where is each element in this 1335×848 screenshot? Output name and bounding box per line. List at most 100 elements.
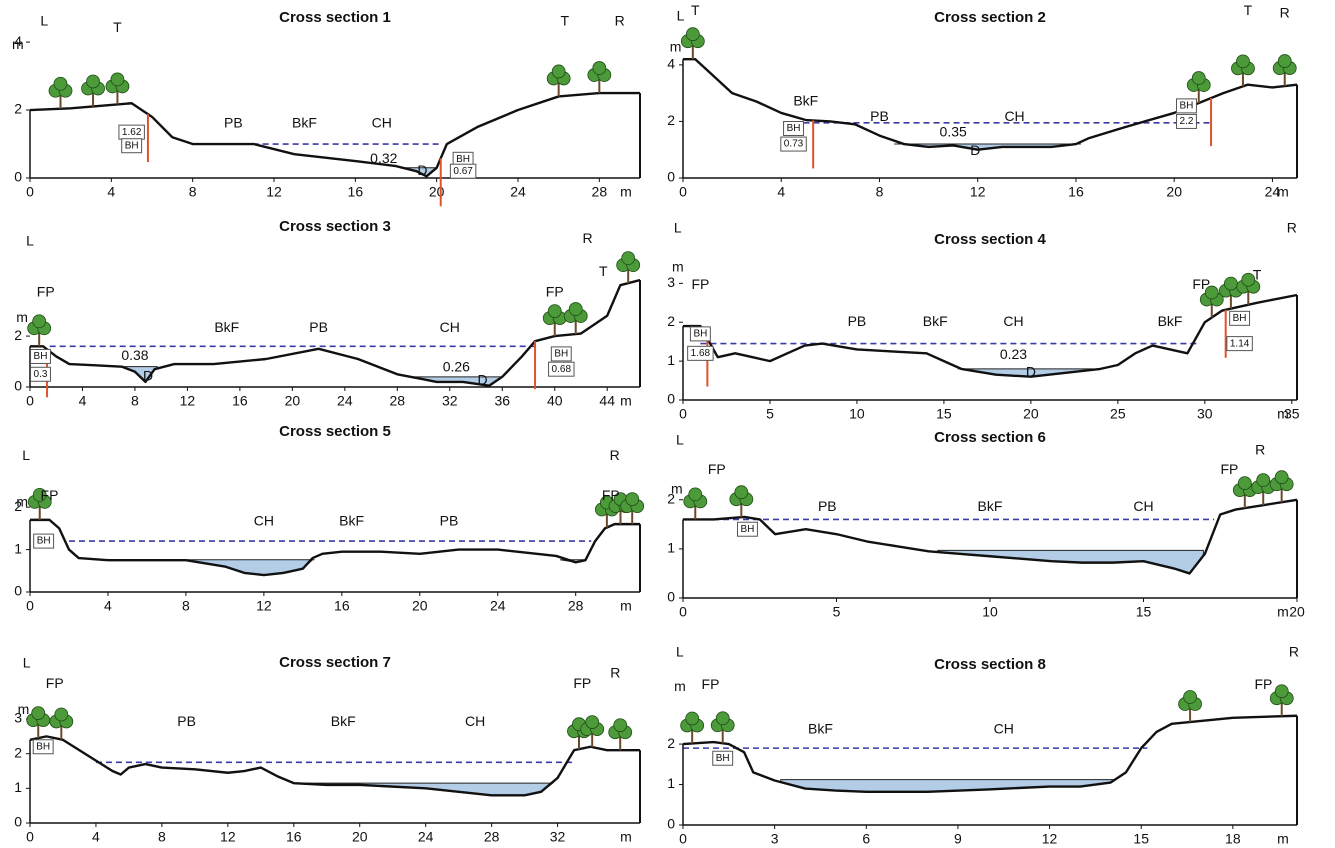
annotation: R — [1255, 441, 1265, 457]
x-tick-label: 8 — [182, 598, 190, 614]
x-tick-label: 5 — [766, 406, 774, 422]
y-tick-label: 1 — [14, 540, 22, 556]
x-tick-label: 15 — [936, 406, 952, 422]
y-tick-label: 2 — [667, 490, 675, 506]
y-tick-label: 2 — [667, 313, 675, 329]
tree-crown — [551, 64, 566, 79]
annotation: T — [560, 12, 569, 28]
x-tick-label: 4 — [104, 598, 112, 614]
x-unit: m — [620, 829, 632, 845]
y-tick-label: 2 — [667, 112, 675, 128]
annotation: BkF — [793, 92, 818, 108]
tree-crown — [625, 492, 640, 507]
x-tick-label: 12 — [220, 829, 236, 845]
x-tick-label: 15 — [1133, 831, 1149, 847]
panel-title: Cross section 2 — [934, 9, 1046, 26]
x-tick-label: 25 — [1110, 406, 1126, 422]
annotation: T — [1253, 266, 1262, 282]
annotation: FP — [691, 276, 709, 292]
tree-crown — [585, 715, 600, 730]
x-tick-label: 9 — [954, 831, 962, 847]
y-tick-label: 0 — [667, 391, 675, 407]
x-tick-label: 24 — [1265, 184, 1281, 200]
annotation: BkF — [214, 319, 239, 335]
annotation: R — [1287, 220, 1297, 236]
y-tick-label: 3 — [14, 710, 22, 726]
annotation: BkF — [978, 498, 1003, 514]
ground-profile — [683, 498, 1298, 575]
x-tick-label: 20 — [1166, 184, 1182, 200]
annotation: PB — [848, 313, 867, 329]
annotation: CH — [1133, 498, 1153, 514]
label-box — [1226, 336, 1253, 352]
tree-crown — [547, 304, 562, 318]
tree-crown — [715, 711, 730, 726]
x-tick-label: 0 — [679, 604, 687, 620]
annotation: CH — [1004, 108, 1024, 124]
annotation: FP — [1254, 676, 1272, 692]
boxed-label: BH — [1180, 101, 1194, 112]
annotation: PB — [818, 498, 837, 514]
panel-title: Cross section 4 — [934, 231, 1046, 248]
tree-crown — [1241, 272, 1256, 287]
annotation: BkF — [331, 713, 356, 729]
x-unit: m — [1277, 406, 1289, 422]
x-tick-label: 0 — [26, 184, 34, 200]
label-box — [121, 138, 143, 154]
annotation: BkF — [292, 114, 317, 130]
x-tick-label: 0 — [26, 829, 34, 845]
ground-profile — [683, 293, 1298, 378]
tree-crown — [53, 76, 68, 91]
label-box — [780, 136, 807, 152]
x-tick-label: 8 — [189, 184, 197, 200]
ground-profile — [683, 58, 1298, 151]
annotation: FP — [41, 487, 59, 503]
x-unit: m — [1277, 604, 1289, 620]
annotation: BkF — [1158, 313, 1183, 329]
annotation: m — [16, 494, 28, 510]
tree-crown — [1191, 71, 1206, 85]
panel-title: Cross section 7 — [279, 654, 391, 671]
ground-profile — [29, 735, 640, 797]
x-tick-label: 32 — [550, 829, 566, 845]
panel-title: Cross section 1 — [279, 9, 391, 26]
annotation: 0.23 — [1000, 346, 1027, 362]
tree-crown — [734, 485, 749, 500]
boxed-label: 1.14 — [1230, 338, 1250, 349]
y-tick-label: 4 — [667, 56, 675, 72]
annotation: T — [691, 2, 700, 18]
x-tick-label: 16 — [1068, 184, 1084, 200]
x-tick-label: 24 — [510, 184, 526, 200]
ground-profile — [30, 278, 641, 387]
x-tick-label: 35 — [1284, 406, 1300, 422]
annotation: PB — [309, 319, 328, 335]
annotation: m — [670, 39, 682, 55]
tree-crown — [1274, 470, 1289, 485]
annotation: 0.32 — [370, 150, 397, 166]
label-box — [30, 348, 51, 364]
y-tick-label: 0 — [14, 814, 22, 830]
x-tick-label: 28 — [484, 829, 500, 845]
annotation: FP — [1221, 461, 1239, 477]
annotation: FP — [1192, 276, 1210, 292]
tree-crown — [688, 487, 703, 502]
x-tick-label: 12 — [180, 393, 196, 409]
y-tick-label: 1 — [667, 540, 675, 556]
annotation: m — [16, 309, 28, 325]
tree-crown — [1237, 476, 1252, 491]
y-tick-label: 3 — [667, 274, 675, 290]
x-tick-label: 0 — [26, 393, 34, 409]
tree-crown — [110, 72, 125, 87]
ground-profile — [30, 518, 640, 577]
x-tick-label: 4 — [107, 184, 115, 200]
tree-crown — [568, 302, 583, 316]
x-unit: m — [1277, 831, 1289, 847]
cross-section: Cross section 3 0 4 8 12 16 20 24 28 32 36 40 44 m 0 2 L… — [14, 218, 641, 409]
annotation: T — [113, 19, 122, 35]
annotation: m — [12, 36, 24, 52]
annotation: L — [23, 654, 31, 670]
annotation: m — [18, 701, 30, 717]
